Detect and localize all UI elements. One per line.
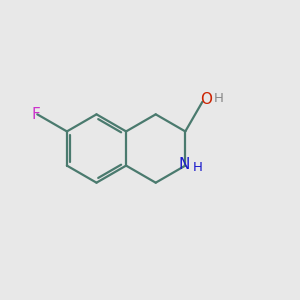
Text: O: O <box>200 92 212 107</box>
Text: H: H <box>214 92 224 105</box>
Text: F: F <box>32 107 40 122</box>
Text: N: N <box>178 157 190 172</box>
Text: H: H <box>193 160 203 174</box>
